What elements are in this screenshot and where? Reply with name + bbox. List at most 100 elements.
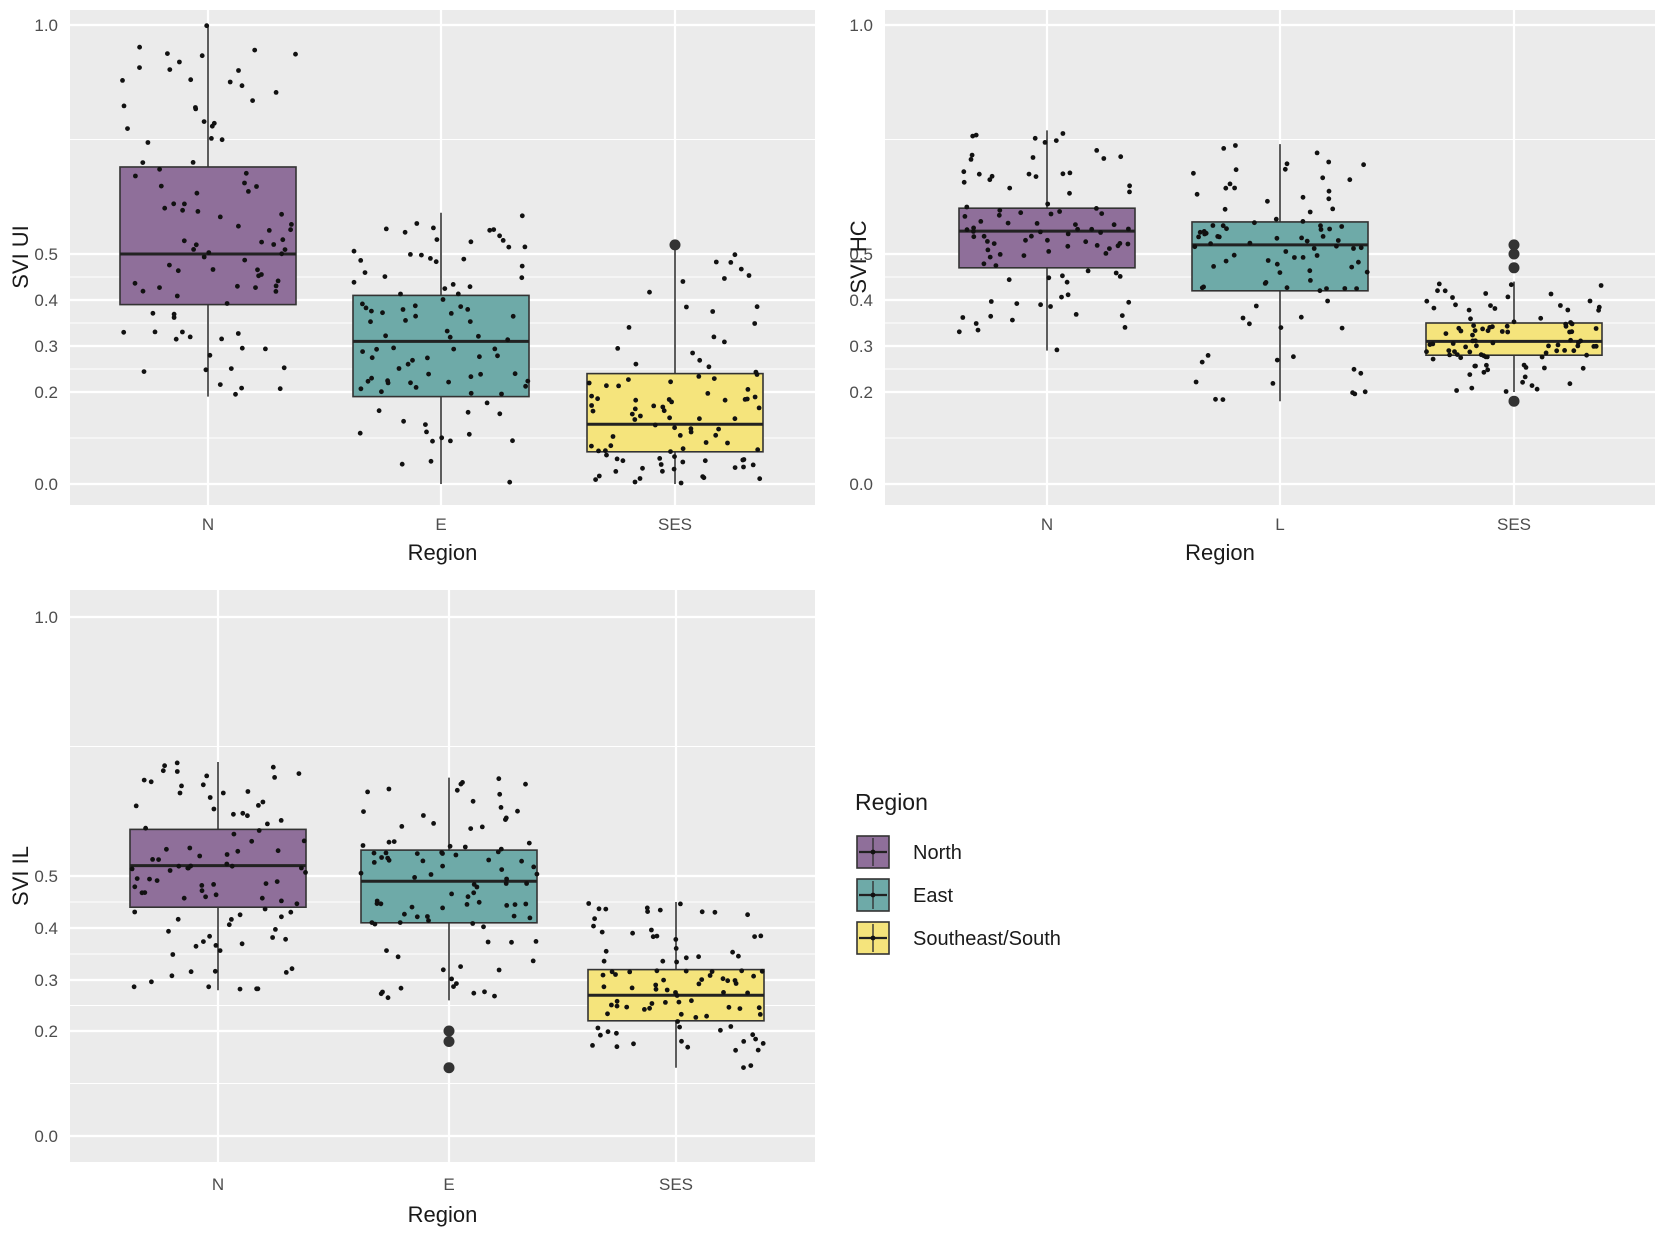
data-point <box>1233 167 1239 173</box>
data-point <box>741 1039 747 1044</box>
data-point <box>586 901 592 906</box>
data-point <box>598 1032 603 1038</box>
data-point <box>197 853 203 859</box>
box-n <box>956 130 1136 353</box>
data-point <box>1014 301 1020 306</box>
data-point <box>658 462 664 467</box>
data-point <box>1232 185 1237 191</box>
data-point <box>141 369 147 374</box>
data-point <box>700 474 706 479</box>
data-point <box>279 211 284 217</box>
data-point <box>1326 188 1332 194</box>
data-point <box>421 813 426 818</box>
data-point <box>530 958 536 964</box>
data-point <box>398 291 403 297</box>
data-point <box>259 895 265 901</box>
data-point <box>653 982 659 988</box>
data-point <box>1307 209 1313 215</box>
data-point <box>590 408 596 414</box>
data-point <box>177 790 183 796</box>
data-point <box>440 297 446 302</box>
data-point <box>684 304 689 310</box>
data-point <box>272 775 277 780</box>
data-point <box>703 440 709 445</box>
data-point <box>676 999 682 1005</box>
data-point <box>991 241 997 247</box>
data-point <box>1539 354 1545 360</box>
data-point <box>721 990 726 995</box>
data-point <box>162 205 168 211</box>
data-point <box>716 426 721 432</box>
data-point <box>454 787 460 793</box>
data-point <box>279 251 285 257</box>
data-point <box>236 68 241 73</box>
data-point <box>718 1027 723 1033</box>
data-point <box>647 1005 652 1011</box>
data-point <box>1085 268 1091 274</box>
data-point <box>1042 140 1048 145</box>
data-point <box>589 443 594 449</box>
data-point <box>405 361 411 367</box>
data-point <box>173 336 179 342</box>
data-point <box>386 839 392 845</box>
y-tick-label: 0.4 <box>34 291 58 310</box>
data-point <box>981 261 987 267</box>
data-point <box>399 824 405 829</box>
data-point <box>413 385 419 390</box>
data-point <box>462 844 468 850</box>
data-point <box>1053 138 1059 144</box>
data-point <box>412 875 417 880</box>
box-body <box>586 372 764 453</box>
data-point <box>1463 344 1468 350</box>
data-point <box>481 924 486 930</box>
data-point <box>631 1041 636 1047</box>
data-point <box>987 254 993 260</box>
data-point <box>249 838 255 844</box>
data-point <box>626 325 632 330</box>
data-point <box>170 952 176 957</box>
y-tick-label: 1.0 <box>34 608 58 627</box>
data-point <box>360 301 365 307</box>
outlier-point <box>1508 248 1520 260</box>
data-point <box>1094 243 1100 248</box>
data-point <box>596 906 602 912</box>
data-point <box>1571 348 1577 354</box>
data-point <box>440 967 446 973</box>
data-point <box>713 432 719 438</box>
data-point <box>1529 383 1535 388</box>
data-point <box>376 408 382 414</box>
data-point <box>187 334 193 340</box>
data-point <box>505 337 511 343</box>
data-point <box>471 890 477 896</box>
data-point <box>179 783 184 789</box>
data-point <box>751 973 756 979</box>
data-point <box>1094 148 1100 153</box>
data-point <box>732 252 738 258</box>
data-point <box>740 457 746 463</box>
data-point <box>171 311 177 317</box>
data-point <box>229 863 235 869</box>
data-point <box>679 1038 684 1044</box>
data-point <box>193 242 199 248</box>
data-point <box>1568 337 1573 343</box>
data-point <box>1325 298 1330 304</box>
data-point <box>989 173 995 179</box>
data-point <box>371 860 377 865</box>
data-point <box>503 881 509 886</box>
data-point <box>1103 251 1109 256</box>
data-point <box>1454 388 1459 393</box>
data-point <box>739 968 745 974</box>
data-point <box>964 227 970 233</box>
data-point <box>245 813 250 819</box>
data-point <box>507 479 513 485</box>
y-tick-label: 1.0 <box>849 16 873 35</box>
data-point <box>1060 171 1066 177</box>
data-point <box>668 379 673 385</box>
data-point <box>600 972 606 978</box>
data-point <box>632 417 638 422</box>
y-tick-label: 0.5 <box>34 245 58 264</box>
data-point <box>1064 279 1070 285</box>
data-point <box>229 917 234 922</box>
data-point <box>988 299 994 304</box>
data-point <box>752 321 758 326</box>
